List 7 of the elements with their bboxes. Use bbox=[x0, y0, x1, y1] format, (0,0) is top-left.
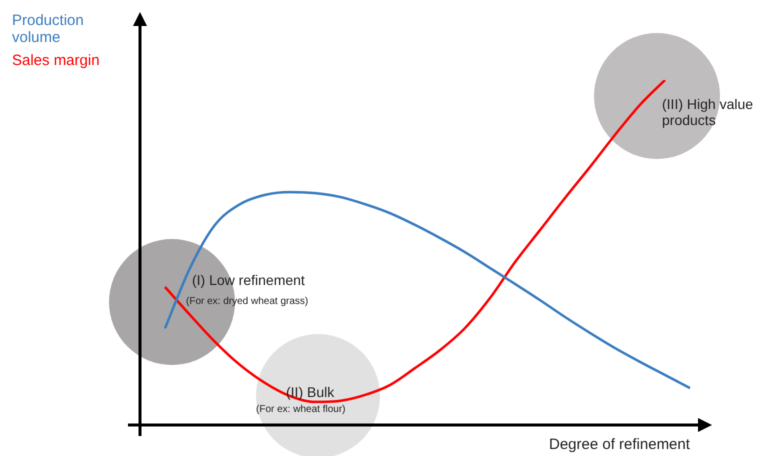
text: Production volume bbox=[12, 12, 85, 46]
text: Sales margin bbox=[12, 52, 101, 69]
annotation: (III) High value products bbox=[662, 96, 754, 128]
annotation: (II) Bulk bbox=[286, 384, 334, 400]
annotation: (For ex: wheat flour) bbox=[256, 404, 346, 415]
x-axis-title: Degree of refinement bbox=[549, 436, 690, 453]
annotation: (For ex: dryed wheat grass) bbox=[186, 296, 308, 307]
